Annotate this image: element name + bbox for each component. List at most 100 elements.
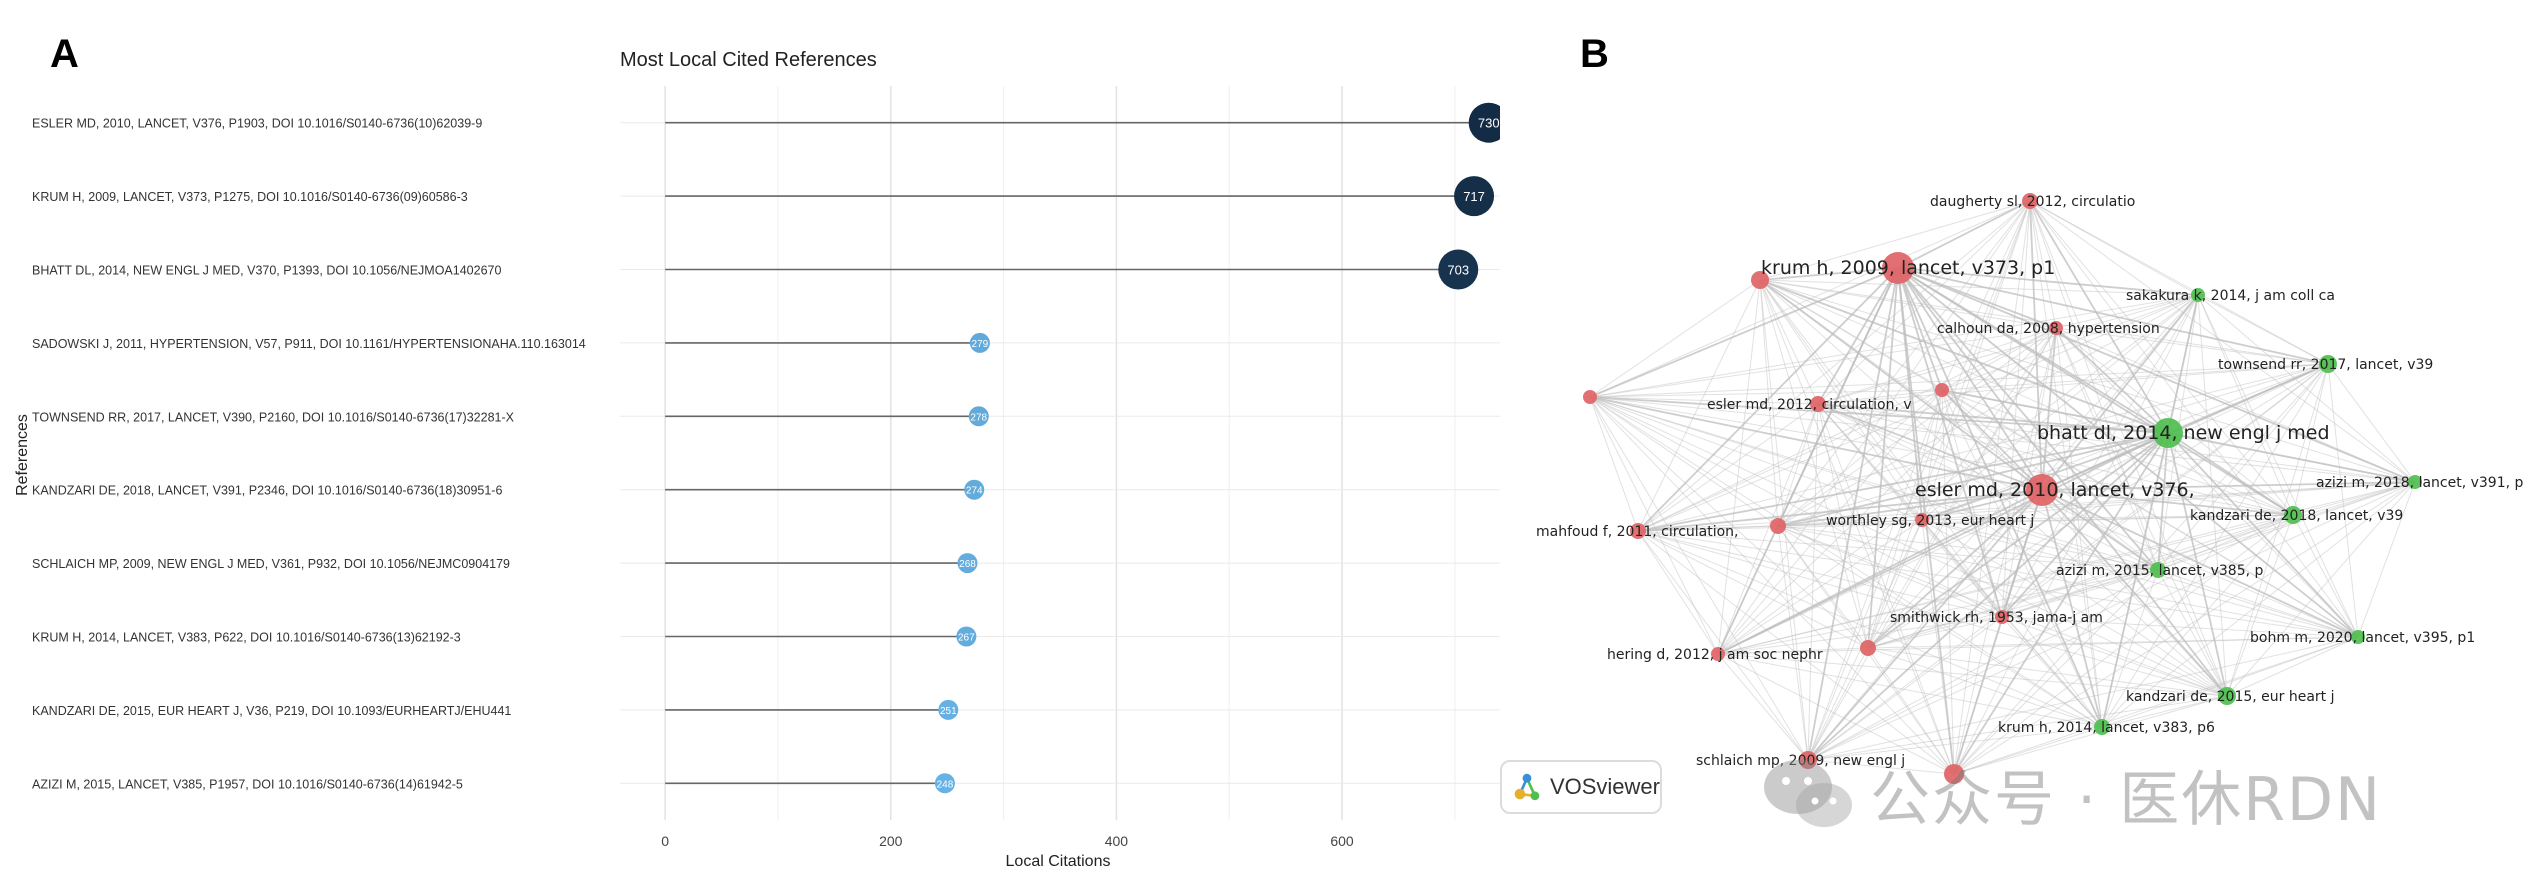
network-edge — [1777, 481, 2416, 527]
network-edge — [1777, 525, 2359, 638]
network-edge — [1941, 389, 2228, 697]
network-edge — [1953, 432, 2169, 775]
network-edge — [1589, 396, 2416, 483]
network-edge — [1637, 389, 1943, 532]
network-edge — [1759, 279, 1779, 527]
network-edge — [2167, 432, 2228, 697]
network-edge — [1637, 530, 2359, 638]
network-edge — [2357, 481, 2416, 638]
network-edge — [1589, 267, 1899, 398]
network-edge — [2029, 200, 2169, 434]
network-edge — [1817, 327, 2057, 405]
network-edge — [1637, 525, 1779, 532]
network-edge — [1759, 279, 2003, 618]
network-edge — [2041, 481, 2416, 491]
network-edge — [1807, 759, 1955, 775]
network-edge — [1921, 389, 1943, 521]
network-edge — [1589, 396, 1955, 775]
network-edge — [1717, 279, 1761, 655]
network-edge — [2226, 363, 2329, 697]
lollipop-point — [1468, 102, 1500, 143]
network-edge — [1637, 481, 2416, 532]
vosviewer-logo-icon — [1514, 773, 1540, 801]
network-node — [2284, 506, 2302, 524]
data-label: 279 — [972, 339, 989, 350]
network-edge — [2101, 636, 2359, 728]
network-edge — [1637, 530, 2003, 618]
network-edge — [1807, 489, 2043, 761]
network-edge — [1953, 569, 2159, 775]
network-edge — [1807, 569, 2159, 761]
network-edge — [1807, 514, 2294, 761]
network-edge — [1807, 403, 1819, 761]
network-edge — [2055, 327, 2159, 571]
lollipop-point — [1438, 249, 1479, 290]
network-node — [1630, 523, 1646, 539]
network-edge — [1867, 636, 2359, 649]
network-edge — [1941, 389, 1955, 775]
panel-a-letter: A — [50, 32, 79, 76]
network-edge — [1807, 647, 1869, 761]
x-tick-label: 0 — [661, 833, 669, 849]
network-edge — [1807, 363, 2329, 761]
network-edge — [1921, 519, 2003, 618]
network-edge — [1717, 403, 1819, 655]
network-edge — [2055, 327, 2329, 365]
network-edge — [1867, 647, 2228, 697]
node-label: azizi m, 2015, lancet, v385, p — [2056, 563, 2264, 579]
network-edge — [1777, 519, 1923, 527]
network-edge — [1589, 396, 1923, 521]
network-edge — [1807, 616, 2003, 761]
network-edge — [1759, 279, 1923, 521]
node-label: krum h, 2014, lancet, v383, p6 — [1998, 720, 2215, 736]
network-edge — [1867, 363, 2329, 649]
network-edge — [1637, 403, 1819, 532]
network-edge — [1921, 363, 2329, 521]
network-edge — [1759, 279, 2228, 697]
data-label: 278 — [970, 412, 987, 423]
network-edge — [1807, 481, 2416, 761]
network-node — [1882, 252, 1914, 284]
network-edge — [2327, 363, 2416, 483]
network-edge — [1867, 294, 2199, 649]
network-edge — [1921, 489, 2043, 521]
network-edge — [1637, 530, 1955, 775]
node-label: bohm m, 2020, lancet, v395, p1 — [2250, 630, 2475, 646]
network-edge — [1897, 267, 2416, 483]
network-edge — [2029, 200, 2416, 483]
network-edge — [1759, 279, 1955, 775]
network-edge — [1921, 519, 2103, 728]
network-edge — [1953, 363, 2329, 775]
network-edge — [2029, 200, 2199, 296]
network-edge — [1717, 267, 1899, 655]
network-edge — [2029, 200, 2159, 571]
node-label: kandzari de, 2015, eur heart j — [2126, 689, 2335, 705]
network-edge — [2197, 294, 2329, 365]
network-edge — [1953, 481, 2416, 775]
network-edge — [1759, 279, 1809, 761]
x-tick-label: 200 — [879, 833, 903, 849]
network-edge — [1777, 525, 2159, 571]
chart-rows: ESLER MD, 2010, LANCET, V376, P1903, DOI… — [32, 102, 1500, 794]
network-edge — [2167, 432, 2359, 638]
network-nodes — [1583, 193, 2422, 784]
lollipop-point — [957, 553, 978, 574]
node-label: smithwick rh, 1953, jama-j am — [1890, 610, 2103, 626]
network-edge — [1759, 279, 2103, 728]
network-edge — [1637, 489, 2043, 532]
lollipop-point — [938, 699, 959, 720]
lollipop-point — [934, 773, 955, 794]
x-tick-label: 400 — [1105, 833, 1129, 849]
network-edge — [1817, 403, 1955, 775]
network-edge — [2029, 200, 2294, 516]
network-edge — [1637, 530, 1869, 649]
network-node — [1935, 383, 1949, 397]
network-edge — [1717, 519, 1923, 655]
lollipop-point — [956, 626, 977, 647]
network-edge — [2157, 514, 2294, 571]
network-edge — [1817, 363, 2329, 405]
network-edge — [2157, 481, 2416, 571]
network-edge — [1717, 653, 1809, 761]
network-edge — [1717, 432, 2169, 655]
node-label: schlaich mp, 2009, new engl j — [1696, 753, 1905, 769]
